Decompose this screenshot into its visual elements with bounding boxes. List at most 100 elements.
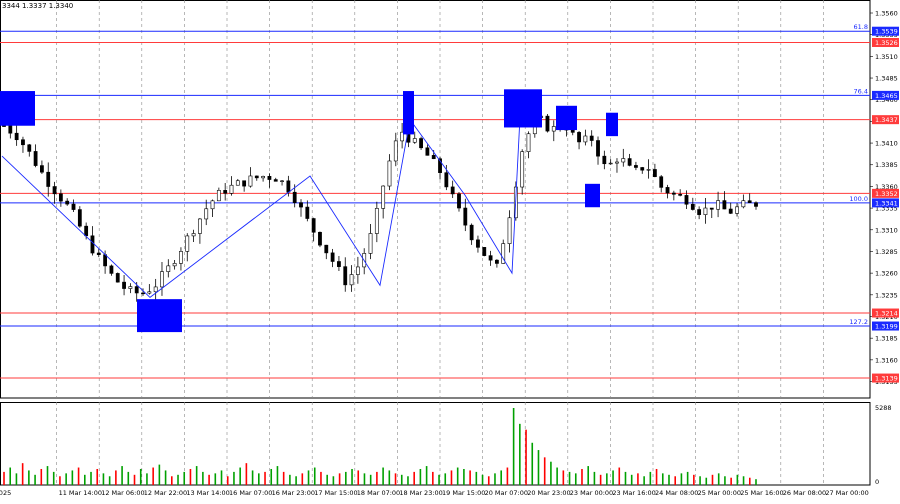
x-tick-label: 18 Mar 23:00 <box>399 489 442 497</box>
candle-body <box>248 175 253 187</box>
candle-body <box>179 251 183 264</box>
zone-box <box>504 89 542 128</box>
x-tick-label: 16 Mar 07:00 <box>229 489 272 497</box>
candle-body <box>381 185 386 209</box>
candle-body <box>697 209 702 215</box>
candle-body <box>374 208 379 234</box>
candle-body <box>235 180 240 186</box>
candle-body <box>210 200 215 210</box>
level-price-tag <box>872 308 899 318</box>
level-price-label: 1.3214 <box>875 310 898 318</box>
volume-panel-frame <box>0 402 871 486</box>
candle-body <box>229 184 234 194</box>
candle-body <box>305 206 310 219</box>
y-tick-label: 1.3185 <box>875 335 898 343</box>
y-tick-label: 1.3510 <box>875 53 898 61</box>
candle-body <box>103 254 108 267</box>
candle-body <box>520 151 525 188</box>
y-tick-label: 1.3310 <box>875 226 898 234</box>
candle-body <box>147 291 152 294</box>
candle-body <box>27 144 32 152</box>
level-price-tag <box>872 188 899 198</box>
y-tick-label: 1.3260 <box>875 270 898 278</box>
candle-body <box>608 162 613 165</box>
candle-body <box>134 286 139 294</box>
candle-body <box>476 239 480 248</box>
level-price-label: 1.3465 <box>875 92 898 100</box>
level-price-label: 1.3352 <box>875 190 898 198</box>
candle-body <box>299 202 303 208</box>
candle-body <box>703 207 708 215</box>
candle-body <box>197 218 202 234</box>
candle-body <box>216 190 221 202</box>
candle-body <box>526 133 531 152</box>
candle-body <box>577 132 581 143</box>
fib-level-label: 127.2 <box>849 318 868 326</box>
candle-body <box>324 244 329 254</box>
candle-body <box>457 193 461 209</box>
zone-box <box>403 91 414 135</box>
candle-body <box>678 194 683 196</box>
candle-body <box>665 187 670 194</box>
candle-body <box>109 265 114 274</box>
x-tick-label: 23 Mar 16:00 <box>612 489 655 497</box>
x-tick-label: 20 Mar 23:00 <box>527 489 570 497</box>
candle-body <box>58 193 63 202</box>
x-tick-label: 18 Mar 07:00 <box>357 489 400 497</box>
candle-body <box>671 192 676 195</box>
fib-level-label: 76.4 <box>854 87 868 95</box>
candle-body <box>754 202 758 207</box>
candle-body <box>431 155 436 160</box>
candle-body <box>463 207 468 226</box>
level-price-tag <box>872 115 899 125</box>
y-tick-label: 1.3560 <box>875 10 898 18</box>
fib-level-label: 100.0 <box>849 195 868 203</box>
candle-body <box>501 243 506 264</box>
candle-body <box>735 206 739 214</box>
candle-body <box>444 172 449 188</box>
candle-body <box>204 208 209 220</box>
candle-body <box>318 231 322 246</box>
candle-body <box>747 200 752 203</box>
candle-body <box>621 158 626 163</box>
y-tick-label: 1.3235 <box>875 291 898 299</box>
candle-body <box>690 203 695 210</box>
candle-body <box>254 175 259 179</box>
candle-body <box>84 225 89 237</box>
candle-body <box>450 186 455 195</box>
candle-body <box>634 165 638 168</box>
candle-body <box>46 171 51 187</box>
candle-body <box>652 169 657 177</box>
zone-box <box>556 105 577 131</box>
level-price-tag <box>872 198 899 208</box>
candle-body <box>330 252 335 262</box>
y-tick-label: 1.3360 <box>875 183 898 191</box>
candle-body <box>90 235 95 254</box>
volume-max-label: 5288 <box>875 404 892 412</box>
x-tick-label: 23 Mar 00:00 <box>570 489 613 497</box>
y-tick-label: 1.3485 <box>875 75 898 83</box>
candle-body <box>495 259 499 264</box>
x-tick-label: 11 Mar 14:00 <box>59 489 102 497</box>
candle-body <box>393 140 398 162</box>
x-tick-label: 26 Mar 08:00 <box>783 489 826 497</box>
level-price-label: 1.3526 <box>875 39 898 47</box>
candle-body <box>273 179 278 182</box>
candle-body <box>292 191 297 203</box>
candle-body <box>640 167 645 171</box>
candle-body <box>242 180 247 187</box>
candle-body <box>419 138 423 149</box>
level-price-tag <box>872 26 899 36</box>
candle-body <box>311 218 316 233</box>
candle-body <box>602 155 607 165</box>
volume-zero-label: 0 <box>875 478 879 486</box>
zone-box <box>0 91 35 126</box>
x-tick-label: 25 Mar 16:00 <box>740 489 783 497</box>
candle-body <box>280 180 284 182</box>
candle-body <box>153 286 158 293</box>
candle-body <box>387 160 392 187</box>
candle-body <box>400 131 405 142</box>
candle-body <box>261 176 265 179</box>
